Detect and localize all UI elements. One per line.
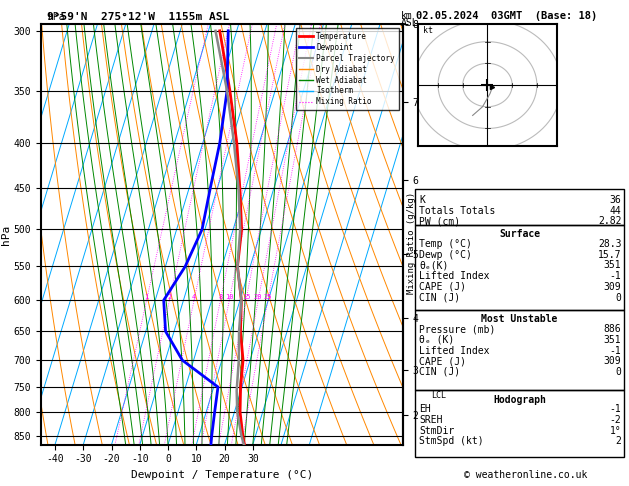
Text: 20: 20 [254, 294, 262, 300]
Text: K: K [419, 195, 425, 205]
Text: Surface: Surface [499, 229, 540, 240]
Text: Lifted Index: Lifted Index [419, 346, 489, 356]
Text: 2.82: 2.82 [598, 216, 621, 226]
Text: Mixing Ratio (g/kg): Mixing Ratio (g/kg) [407, 192, 416, 294]
Text: 36: 36 [610, 195, 621, 205]
Text: 25: 25 [264, 294, 272, 300]
Text: Most Unstable: Most Unstable [481, 314, 558, 325]
Text: -1: -1 [610, 271, 621, 281]
Text: ASL: ASL [401, 18, 418, 28]
Text: 351: 351 [604, 335, 621, 345]
Text: 886: 886 [604, 324, 621, 334]
Text: 15: 15 [242, 294, 250, 300]
X-axis label: Dewpoint / Temperature (°C): Dewpoint / Temperature (°C) [131, 470, 313, 480]
Text: -2: -2 [610, 415, 621, 425]
Legend: Temperature, Dewpoint, Parcel Trajectory, Dry Adiabat, Wet Adiabat, Isotherm, Mi: Temperature, Dewpoint, Parcel Trajectory… [296, 28, 399, 110]
Text: StmSpd (kt): StmSpd (kt) [419, 436, 484, 447]
Text: Hodograph: Hodograph [493, 395, 546, 405]
Text: hPa: hPa [47, 12, 65, 22]
Text: 0: 0 [616, 367, 621, 377]
Text: CIN (J): CIN (J) [419, 367, 460, 377]
Text: 309: 309 [604, 282, 621, 292]
Text: kt: kt [423, 26, 433, 35]
Text: 8: 8 [218, 294, 223, 300]
Text: Dewp (°C): Dewp (°C) [419, 250, 472, 260]
Text: 44: 44 [610, 206, 621, 216]
Text: Temp (°C): Temp (°C) [419, 239, 472, 249]
Text: 0: 0 [616, 293, 621, 303]
Text: 15.7: 15.7 [598, 250, 621, 260]
Text: 02.05.2024  03GMT  (Base: 18): 02.05.2024 03GMT (Base: 18) [416, 11, 598, 21]
Text: 1°: 1° [610, 426, 621, 436]
Text: 10: 10 [225, 294, 233, 300]
Text: 351: 351 [604, 260, 621, 271]
Text: θₑ (K): θₑ (K) [419, 335, 454, 345]
Text: PW (cm): PW (cm) [419, 216, 460, 226]
Text: km: km [401, 11, 413, 21]
Text: © weatheronline.co.uk: © weatheronline.co.uk [464, 470, 587, 480]
Text: 9°59'N  275°12'W  1155m ASL: 9°59'N 275°12'W 1155m ASL [47, 12, 230, 22]
Text: CIN (J): CIN (J) [419, 293, 460, 303]
Text: EH: EH [419, 404, 431, 415]
Text: -1: -1 [610, 404, 621, 415]
Text: Pressure (mb): Pressure (mb) [419, 324, 495, 334]
Text: 28.3: 28.3 [598, 239, 621, 249]
Text: 2: 2 [616, 436, 621, 447]
Text: CAPE (J): CAPE (J) [419, 356, 466, 366]
Text: 1: 1 [145, 294, 148, 300]
Text: θₑ(K): θₑ(K) [419, 260, 448, 271]
Y-axis label: hPa: hPa [1, 225, 11, 244]
Text: 2: 2 [167, 294, 172, 300]
Text: Totals Totals: Totals Totals [419, 206, 495, 216]
Text: SREH: SREH [419, 415, 442, 425]
Text: StmDir: StmDir [419, 426, 454, 436]
Text: CAPE (J): CAPE (J) [419, 282, 466, 292]
Text: 4: 4 [192, 294, 196, 300]
Text: -1: -1 [610, 346, 621, 356]
Text: 309: 309 [604, 356, 621, 366]
Text: Lifted Index: Lifted Index [419, 271, 489, 281]
Text: LCL: LCL [431, 391, 447, 399]
